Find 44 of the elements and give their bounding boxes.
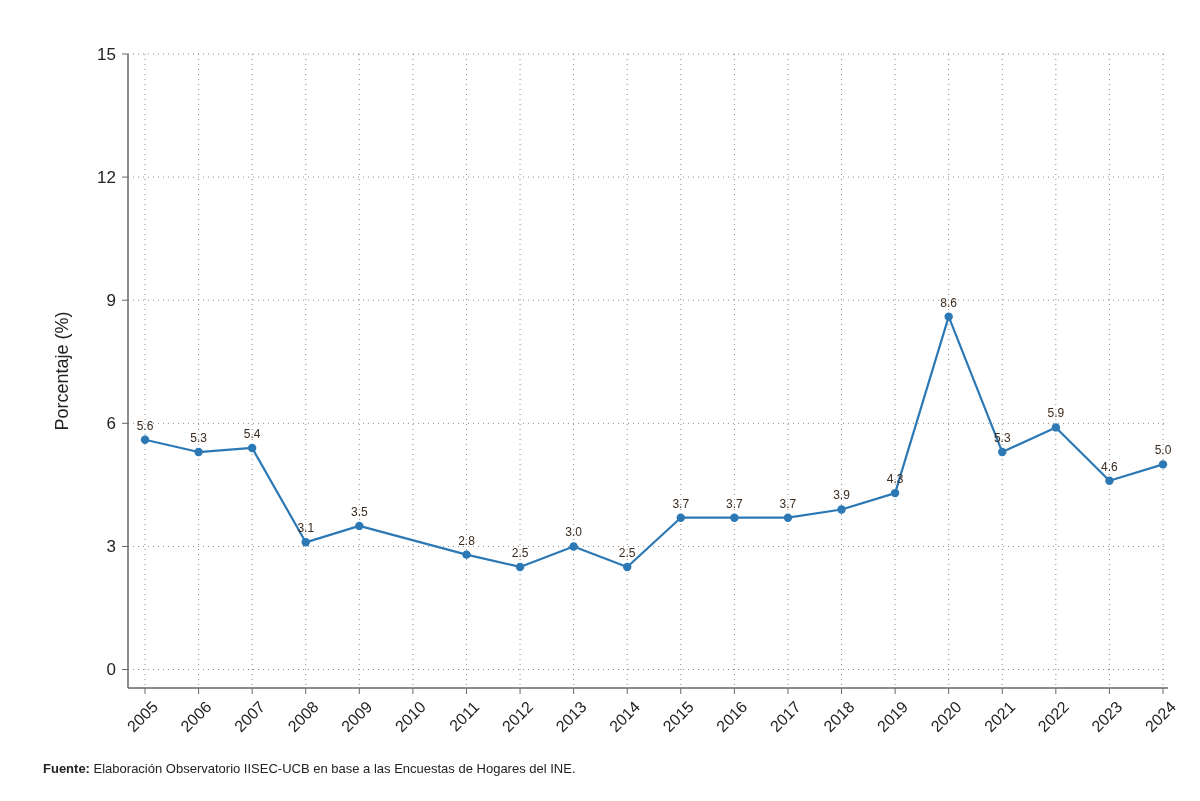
point [944,312,953,321]
data-label: 2.8 [458,533,476,548]
data-label: 3.7 [779,496,797,511]
point [676,513,685,522]
point [783,513,793,522]
y-tick-label: 6 [106,414,116,434]
data-label: 5.9 [1047,406,1065,421]
point [837,505,846,514]
data-label: 2.5 [618,545,636,560]
point [355,521,364,531]
point [301,538,310,547]
point [1105,476,1114,485]
data-label: 8.6 [940,295,958,310]
point [247,443,257,453]
data-label: 5.0 [1154,443,1172,458]
point [623,562,632,572]
data-label: 3.9 [833,488,851,503]
data-label: 2.5 [511,545,529,560]
point [1158,460,1168,469]
y-axis-title: Porcentaje (%) [52,311,72,431]
y-tick-label: 0 [106,660,116,680]
point [998,447,1007,457]
y-tick-label: 9 [106,291,116,311]
point [890,488,900,498]
y-tick-label: 12 [97,168,116,188]
point [140,435,150,444]
data-label: 3.7 [672,496,690,511]
point [194,447,203,457]
point [569,542,578,551]
point [730,513,739,522]
y-tick-label: 15 [97,44,116,64]
data-label: 4.6 [1101,459,1119,474]
data-label: 3.0 [565,525,583,540]
source-note: Fuente: Elaboración Observatorio IISEC-UCB en base a las Encuestas de Hogares del INE. [43,761,576,776]
point [462,550,471,559]
data-label: 3.7 [726,496,744,511]
point [515,562,525,572]
data-label: 3.1 [297,521,315,536]
data-label: 5.3 [190,431,208,446]
point [1051,423,1061,432]
data-label: 3.5 [350,504,368,519]
data-label: 5.6 [136,418,154,433]
y-tick-label: 3 [106,537,116,557]
data-label: 5.4 [243,426,261,441]
